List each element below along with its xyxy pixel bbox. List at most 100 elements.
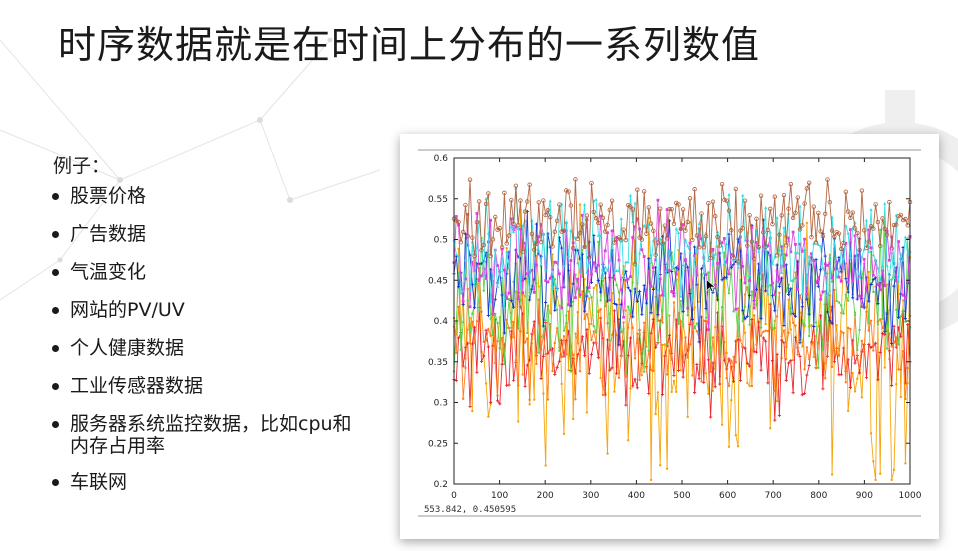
data-point [496, 264, 499, 268]
data-point [802, 391, 807, 396]
data-point [615, 268, 619, 272]
data-point [628, 289, 633, 293]
data-point [839, 246, 844, 252]
data-point [819, 314, 823, 318]
data-point [484, 328, 488, 332]
data-point [629, 311, 632, 314]
data-point [702, 271, 706, 275]
data-point [560, 382, 563, 386]
data-point [823, 272, 827, 276]
data-point [805, 292, 809, 296]
data-point [714, 367, 717, 371]
data-point [665, 261, 669, 265]
data-point [729, 253, 733, 256]
data-point [899, 395, 903, 399]
data-point [658, 277, 662, 281]
data-point [489, 334, 492, 337]
data-point [872, 460, 875, 463]
data-point [814, 321, 818, 324]
data-point [542, 335, 545, 338]
data-point [742, 198, 748, 203]
data-point [560, 355, 563, 359]
data-point [846, 326, 850, 330]
data-point [626, 277, 630, 281]
data-point [566, 254, 571, 258]
data-point [603, 393, 607, 397]
data-point [480, 310, 483, 313]
data-point [461, 289, 465, 293]
data-point [583, 202, 587, 206]
data-point [770, 221, 775, 227]
data-point [807, 358, 811, 361]
data-point [617, 343, 621, 347]
data-point [686, 415, 689, 419]
data-point [750, 318, 754, 322]
data-point [456, 219, 461, 225]
data-point [828, 319, 832, 323]
data-point [665, 208, 669, 212]
data-point [664, 236, 670, 241]
data-point [534, 241, 539, 247]
data-point [758, 193, 764, 198]
data-point [500, 257, 504, 261]
data-point [826, 264, 829, 267]
data-point [576, 287, 579, 291]
data-point [688, 343, 692, 346]
mouse-cursor-icon [706, 279, 716, 293]
data-point [773, 293, 777, 297]
data-point [782, 329, 786, 332]
data-point [890, 251, 894, 255]
data-point [468, 404, 472, 409]
data-point [487, 415, 490, 418]
data-point [676, 202, 681, 207]
data-point [857, 247, 862, 253]
data-point [456, 336, 461, 340]
data-point [833, 288, 836, 292]
data-point [793, 210, 798, 216]
data-point [642, 321, 646, 325]
data-point [606, 452, 609, 455]
data-point [585, 294, 589, 298]
y-tick-label: 0.25 [428, 439, 448, 449]
data-point [525, 199, 530, 204]
data-point [461, 321, 465, 324]
data-point [802, 247, 807, 251]
data-point [844, 277, 848, 281]
data-point [586, 255, 592, 260]
data-point [587, 261, 591, 265]
data-point [535, 362, 538, 366]
bullet-icon [52, 383, 59, 390]
data-point [468, 342, 472, 345]
data-point [537, 235, 541, 239]
data-point [706, 358, 710, 362]
data-point [525, 265, 529, 269]
data-point [553, 260, 557, 264]
data-point [615, 283, 618, 287]
data-point [578, 295, 582, 299]
data-point [764, 339, 768, 343]
data-point [713, 283, 717, 287]
data-point [672, 261, 676, 265]
data-point [651, 287, 655, 292]
data-point [593, 216, 599, 221]
data-point [842, 312, 845, 315]
data-point [880, 264, 885, 268]
bullet-icon [52, 421, 59, 428]
data-point [528, 293, 532, 297]
data-point [466, 213, 470, 216]
data-point [511, 230, 516, 234]
data-point [856, 348, 859, 352]
data-point [489, 300, 493, 304]
data-point [647, 270, 651, 273]
data-point [672, 379, 676, 383]
data-point [624, 260, 628, 264]
data-point [729, 228, 734, 233]
data-point [631, 281, 634, 284]
data-point [691, 374, 694, 377]
data-point [794, 243, 797, 246]
data-point [750, 290, 754, 293]
data-point [696, 245, 702, 250]
data-point [640, 373, 644, 377]
data-point [495, 285, 500, 289]
data-point [754, 216, 759, 222]
